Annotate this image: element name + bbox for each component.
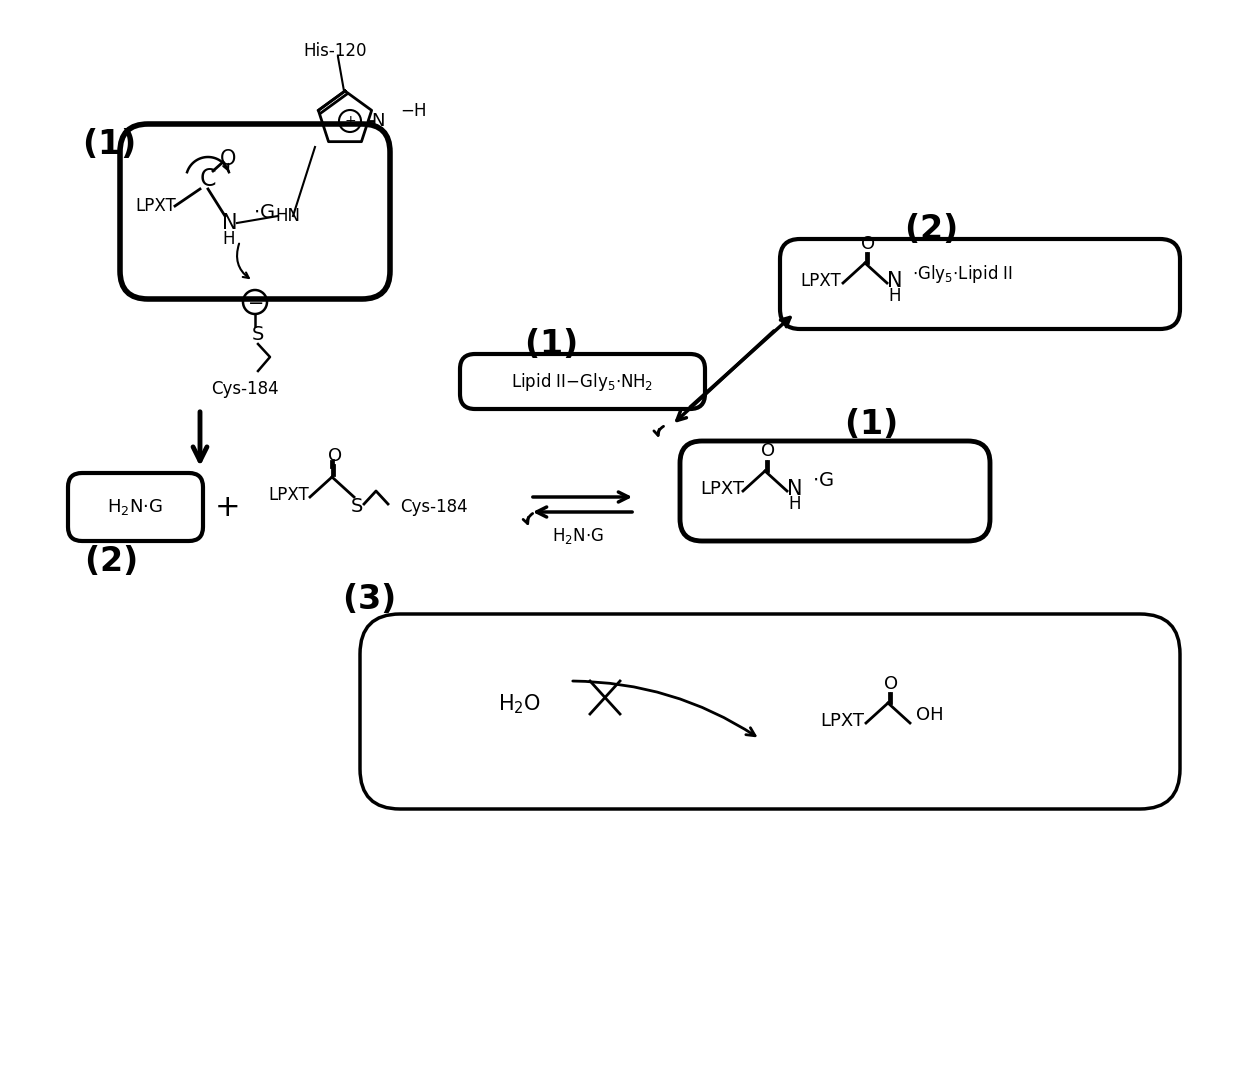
Text: Cys-184: Cys-184 [211,380,279,397]
Text: $\mathbf{(1)}$: $\mathbf{(1)}$ [523,327,577,360]
Text: $-$: $-$ [247,293,263,311]
Text: $\mathbf{(2)}$: $\mathbf{(2)}$ [904,212,956,246]
Text: S: S [351,498,363,516]
Text: H: H [789,495,801,513]
Text: LPXT: LPXT [135,197,176,215]
Text: N: N [888,271,903,291]
Text: $\cdot$G: $\cdot$G [253,204,275,222]
Text: O: O [884,675,898,693]
Text: HN: HN [275,207,300,225]
Text: LPXT: LPXT [701,480,744,498]
Text: $\mathbf{(1)}$: $\mathbf{(1)}$ [82,127,134,161]
Text: $\mathbf{(1)}$: $\mathbf{(1)}$ [843,407,897,441]
Text: $\mathbf{(3)}$: $\mathbf{(3)}$ [341,582,394,616]
Text: O: O [861,235,875,253]
FancyBboxPatch shape [680,441,990,541]
Text: $\cdot$Gly$_5$$\cdot$Lipid II: $\cdot$Gly$_5$$\cdot$Lipid II [911,264,1013,285]
Text: +: + [216,492,241,522]
FancyBboxPatch shape [460,354,706,409]
FancyBboxPatch shape [360,614,1180,809]
FancyBboxPatch shape [780,238,1180,329]
Text: O: O [327,446,342,465]
Text: $\mathbf{(2)}$: $\mathbf{(2)}$ [83,544,136,578]
Text: N: N [222,213,238,233]
Text: Cys-184: Cys-184 [401,498,467,516]
Text: C: C [200,167,216,191]
Text: Lipid II$-$Gly$_5$$\cdot$NH$_2$: Lipid II$-$Gly$_5$$\cdot$NH$_2$ [511,371,653,393]
Text: H$_2$O: H$_2$O [498,693,542,715]
Text: His-120: His-120 [304,42,367,60]
Text: O: O [761,442,775,460]
Text: LPXT: LPXT [800,272,841,290]
Text: LPXT: LPXT [268,486,309,504]
Text: N: N [371,112,384,130]
Text: H$_2$N$\cdot$G: H$_2$N$\cdot$G [552,526,604,546]
Text: H: H [889,287,901,305]
Text: O: O [219,149,236,169]
Text: OH: OH [916,706,944,724]
Text: +: + [345,114,356,129]
FancyBboxPatch shape [120,124,391,299]
Text: S: S [252,325,264,343]
Text: LPXT: LPXT [820,712,864,730]
Text: H: H [223,230,236,248]
Text: $-$H: $-$H [401,102,427,120]
Text: N: N [787,479,802,499]
FancyBboxPatch shape [68,473,203,541]
Text: $\cdot$G: $\cdot$G [812,472,833,490]
Text: H$_2$N$\cdot$G: H$_2$N$\cdot$G [107,497,162,517]
